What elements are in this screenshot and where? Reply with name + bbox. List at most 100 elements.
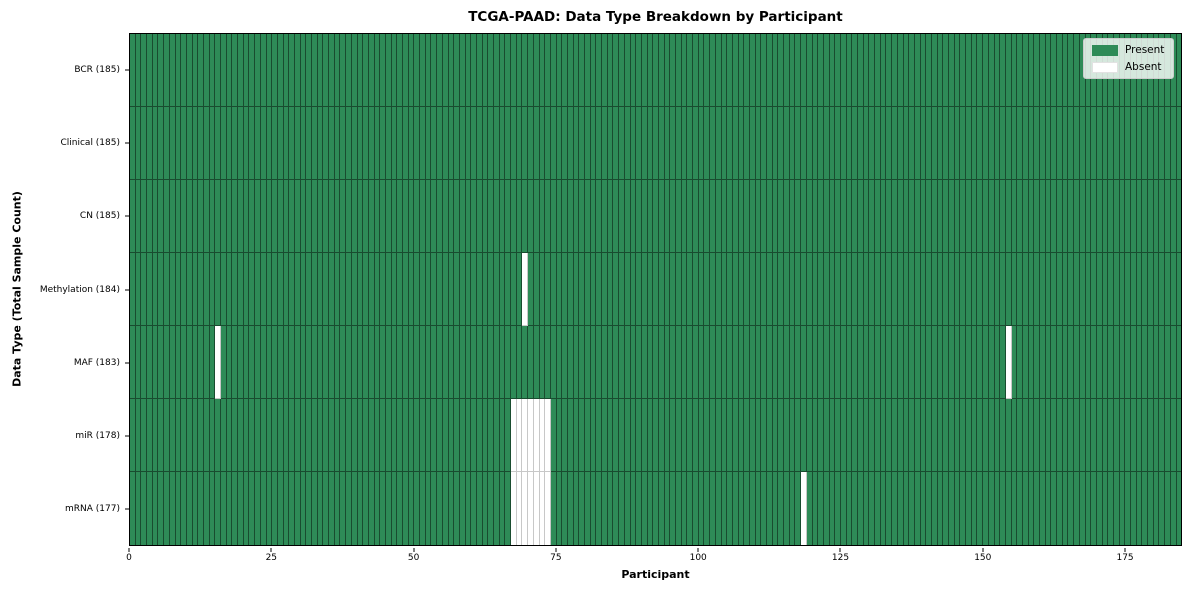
cell-Methylation-55-present xyxy=(442,253,449,326)
x-tick-mark xyxy=(982,547,984,552)
cell-Methylation-31-present xyxy=(306,253,312,326)
cell-Methylation-84-present xyxy=(607,253,614,326)
cell-BCR-57-present xyxy=(454,34,460,107)
cell-Methylation-112-present xyxy=(767,253,773,326)
cell-Methylation-52-present xyxy=(425,253,432,326)
cell-BCR-87-present xyxy=(624,34,631,107)
cell-BCR-10-present xyxy=(186,34,193,107)
cell-Clinical-128-present xyxy=(858,107,864,180)
cell-Clinical-173-present xyxy=(1113,107,1120,180)
cell-CN-159-present xyxy=(1034,180,1040,253)
cell-mRNA-180-present xyxy=(1153,472,1160,545)
cell-BCR-63-present xyxy=(488,34,494,107)
cell-BCR-93-present xyxy=(658,34,665,107)
cell-mRNA-52-present xyxy=(425,472,432,545)
cell-MAF-37-present xyxy=(340,326,347,399)
cell-miR-159-present xyxy=(1034,399,1040,472)
cell-miR-176-present xyxy=(1131,399,1137,472)
cell-miR-61-present xyxy=(476,399,483,472)
cell-mRNA-137-present xyxy=(909,472,915,545)
cell-miR-168-present xyxy=(1085,399,1092,472)
cell-CN-1-present xyxy=(135,180,142,253)
cell-BCR-28-present xyxy=(289,34,295,107)
cell-Methylation-154-present xyxy=(1005,253,1012,326)
cell-MAF-128-present xyxy=(858,326,864,399)
cell-Clinical-85-present xyxy=(613,107,620,180)
cell-CN-127-present xyxy=(852,180,858,253)
cell-mRNA-12-present xyxy=(198,472,204,545)
cell-miR-58-present xyxy=(459,399,466,472)
cell-Methylation-20-present xyxy=(243,253,250,326)
cell-miR-77-present xyxy=(567,399,574,472)
cell-Clinical-69-present xyxy=(522,107,529,180)
cell-Methylation-68-present xyxy=(516,253,523,326)
cell-CN-111-present xyxy=(761,180,767,253)
cell-CN-165-present xyxy=(1068,180,1075,253)
cell-miR-124-present xyxy=(835,399,841,472)
cell-Clinical-24-present xyxy=(266,107,273,180)
cell-Clinical-126-present xyxy=(846,107,853,180)
cell-miR-115-present xyxy=(784,399,790,472)
cell-MAF-23-present xyxy=(260,326,267,399)
cell-Clinical-27-present xyxy=(283,107,290,180)
cell-miR-96-present xyxy=(676,399,682,472)
cell-Methylation-117-present xyxy=(795,253,802,326)
cell-miR-171-present xyxy=(1102,399,1109,472)
cell-CN-107-present xyxy=(738,180,745,253)
cell-CN-39-present xyxy=(351,180,358,253)
cell-miR-177-present xyxy=(1136,399,1143,472)
cell-BCR-163-present xyxy=(1057,34,1063,107)
cell-BCR-131-present xyxy=(875,34,881,107)
cell-BCR-81-present xyxy=(590,34,597,107)
cell-BCR-158-present xyxy=(1028,34,1035,107)
cell-miR-156-present xyxy=(1017,399,1023,472)
cell-miR-163-present xyxy=(1057,399,1063,472)
cell-miR-164-present xyxy=(1062,399,1069,472)
cell-CN-116-present xyxy=(789,180,796,253)
cell-BCR-38-present xyxy=(346,34,352,107)
cell-Methylation-9-present xyxy=(181,253,187,326)
cell-Clinical-12-present xyxy=(198,107,204,180)
cell-miR-169-present xyxy=(1091,399,1097,472)
cell-Clinical-117-present xyxy=(795,107,802,180)
cell-MAF-179-present xyxy=(1148,326,1154,399)
cell-mRNA-58-present xyxy=(459,472,466,545)
cell-Methylation-115-present xyxy=(784,253,790,326)
cell-miR-47-present xyxy=(397,399,403,472)
cell-MAF-6-present xyxy=(164,326,170,399)
cell-mRNA-53-present xyxy=(431,472,438,545)
cell-Methylation-5-present xyxy=(158,253,165,326)
cell-BCR-54-present xyxy=(437,34,443,107)
cell-Methylation-45-present xyxy=(385,253,392,326)
cell-Clinical-130-present xyxy=(869,107,876,180)
cell-CN-178-present xyxy=(1142,180,1149,253)
cell-CN-184-present xyxy=(1176,180,1182,253)
cell-BCR-95-present xyxy=(670,34,676,107)
cell-Clinical-98-present xyxy=(687,107,694,180)
cell-Clinical-49-present xyxy=(408,107,415,180)
cell-CN-158-present xyxy=(1028,180,1035,253)
cell-Clinical-116-present xyxy=(789,107,796,180)
cell-miR-17-present xyxy=(226,399,233,472)
cell-CN-33-present xyxy=(317,180,324,253)
cell-Methylation-121-present xyxy=(818,253,824,326)
cell-Clinical-20-present xyxy=(243,107,250,180)
cell-MAF-72-present xyxy=(539,326,546,399)
cell-mRNA-59-present xyxy=(465,472,472,545)
cell-miR-179-present xyxy=(1148,399,1154,472)
cell-BCR-102-present xyxy=(710,34,716,107)
cell-CN-31-present xyxy=(306,180,312,253)
cell-Methylation-155-present xyxy=(1011,253,1018,326)
cell-BCR-151-present xyxy=(988,34,995,107)
cell-Methylation-79-present xyxy=(579,253,585,326)
cell-Clinical-144-present xyxy=(949,107,955,180)
cell-BCR-136-present xyxy=(903,34,910,107)
heatmap-row-miR xyxy=(130,399,1182,472)
cell-BCR-71-present xyxy=(533,34,540,107)
cell-Methylation-73-present xyxy=(545,253,551,326)
cell-mRNA-7-present xyxy=(169,472,176,545)
cell-miR-19-present xyxy=(238,399,244,472)
cell-mRNA-107-present xyxy=(738,472,745,545)
cell-mRNA-88-present xyxy=(630,472,637,545)
cell-Methylation-161-present xyxy=(1045,253,1052,326)
